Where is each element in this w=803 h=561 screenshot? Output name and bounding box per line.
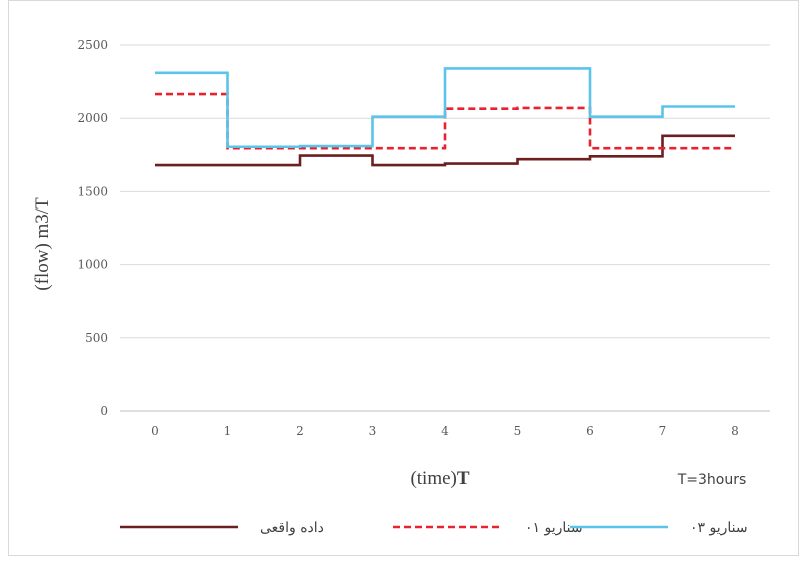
y-tick-label: 1500: [77, 184, 108, 198]
y-axis-ticks: 0 500 1000 1500 2000 2500: [77, 38, 108, 418]
x-tick-label: 3: [369, 424, 377, 438]
x-axis-ticks: 0 1 2 3 4 5 6 7 8: [151, 424, 739, 438]
x-tick-label: 6: [586, 424, 594, 438]
series-lines: [155, 67, 735, 167]
legend-label-2: سناریو ۰۱: [525, 520, 583, 536]
x-tick-label: 1: [224, 424, 232, 438]
series-line-2: [155, 92, 735, 150]
chart-frame: [8, 0, 799, 556]
y-tick-label: 1000: [77, 258, 108, 272]
legend-label-1: داده واقعی: [260, 520, 324, 536]
y-tick-label: 500: [85, 331, 108, 345]
legend-label-3: سناریو ۰۳: [690, 520, 748, 536]
x-tick-label: 0: [151, 424, 159, 438]
x-tick-label: 4: [441, 424, 449, 438]
y-axis-label: (flow) m3/T: [32, 197, 53, 291]
legend: داده واقعی سناریو ۰۱ سناریو ۰۳: [120, 520, 748, 536]
y-tick-label: 0: [100, 404, 108, 418]
x-tick-label: 5: [514, 424, 522, 438]
x-tick-label: 2: [296, 424, 304, 438]
time-unit-note: T=3hours: [677, 472, 747, 488]
x-tick-label: 7: [659, 424, 667, 438]
y-tick-label: 2500: [77, 38, 108, 52]
series-line-3: [155, 67, 735, 149]
x-axis-label-suffix: T: [457, 468, 470, 489]
x-axis-label: (time)T: [410, 468, 469, 489]
y-tick-label: 2000: [77, 111, 108, 125]
x-tick-label: 8: [731, 424, 739, 438]
x-axis-label-prefix: (time): [410, 468, 456, 489]
series-line-1: [155, 134, 735, 167]
